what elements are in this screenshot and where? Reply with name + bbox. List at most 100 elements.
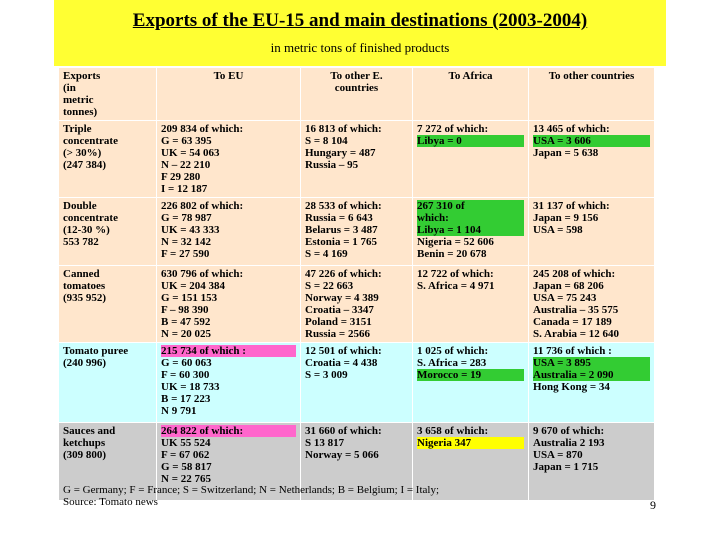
cell-to-africa: 1 025 of which: S. Africa = 283 Morocco = …	[412, 342, 529, 423]
cell-line: Sauces and	[63, 425, 116, 437]
cell-line: (309 800)	[63, 449, 107, 461]
source-note: Source: Tomato news	[63, 496, 158, 508]
table-row: Double concentrate (12-30 %) 553 782 226 802…	[58, 197, 655, 266]
cell-line: tomatoes	[63, 280, 106, 292]
cell-line: Double	[63, 200, 97, 212]
cell-line: 553 782	[63, 236, 99, 248]
cell-line: S = 4 169	[305, 248, 348, 260]
cell-to-other-europe: 31 660 of which: S 13 817 Norway = 5 066	[300, 422, 413, 501]
cell-line: 16 813 of which:	[305, 123, 382, 135]
page-title: Exports of the EU-15 and main destinatio…	[132, 10, 588, 31]
cell-line: 31 660 of which:	[305, 425, 382, 437]
cell-line: Japan = 68 206	[533, 280, 604, 292]
cell-to-africa: 267 310 of which: Libya = 1 104 Nigeria = 5…	[412, 197, 529, 266]
cell-line: N – 22 210	[161, 159, 211, 171]
cell-line: F 29 280	[161, 171, 201, 183]
highlighted-value: USA = 3 895	[533, 357, 650, 369]
cell-line: G = 78 987	[161, 212, 212, 224]
cell-line: 12 722 of which:	[417, 268, 494, 280]
highlighted-value: 215 734 of which :	[161, 345, 296, 357]
cell-line: Russia = 2566	[305, 328, 370, 340]
header-line: Exports	[63, 70, 101, 82]
cell-line: Nigeria = 52 606	[417, 236, 494, 248]
cell-line: 11 736 of which :	[533, 345, 612, 357]
cell-line: G = 63 395	[161, 135, 212, 147]
cell-to-africa: 12 722 of which: S. Africa = 4 971	[412, 265, 529, 343]
cell-line: USA = 598	[533, 224, 583, 236]
cell-to-eu: 209 834 of which: G = 63 395 UK = 54 063 N …	[156, 120, 301, 198]
cell-line: Croatia = 4 438	[305, 357, 378, 369]
cell-line: Hong Kong = 34	[533, 381, 610, 393]
table-row: Tomato puree (240 996) 215 734 of which :G…	[58, 342, 655, 423]
cell-line: Australia 2 193	[533, 437, 605, 449]
highlighted-value: USA = 3 606	[533, 135, 650, 147]
header-product: Exports (in metric tonnes)	[58, 67, 157, 121]
cell-line: UK = 43 333	[161, 224, 220, 236]
cell-line: Canned	[63, 268, 100, 280]
cell-line: 226 802 of which:	[161, 200, 244, 212]
cell-line: 9 670 of which:	[533, 425, 605, 437]
header-line: (in	[63, 82, 76, 94]
cell-line: Norway = 4 389	[305, 292, 379, 304]
cell-product: Triple concentrate (> 30%) (247 384)	[58, 120, 157, 198]
cell-line: Canada = 17 189	[533, 316, 612, 328]
cell-line: Japan = 1 715	[533, 461, 599, 473]
cell-line: S. Africa = 4 971	[417, 280, 495, 292]
cell-line: UK = 54 063	[161, 147, 220, 159]
cell-line: (> 30%)	[63, 147, 102, 159]
header-to-other-countries: To other countries	[528, 67, 655, 121]
cell-line: B = 47 592	[161, 316, 211, 328]
highlighted-value: 267 310 of	[417, 200, 524, 212]
table-header-row: Exports (in metric tonnes) To EU To other E. c…	[58, 67, 655, 121]
page-subtitle: in metric tons of finished products	[270, 40, 450, 55]
cell-line: 47 226 of which:	[305, 268, 382, 280]
cell-line: 3 658 of which:	[417, 425, 489, 437]
cell-to-africa: 7 272 of which: Libya = 0	[412, 120, 529, 198]
cell-line: Australia – 35 575	[533, 304, 619, 316]
cell-line: (935 952)	[63, 292, 107, 304]
header-to-other-europe: To other E. countries	[300, 67, 413, 121]
header-line: countries	[334, 82, 379, 94]
cell-line: concentrate	[63, 212, 118, 224]
cell-line: 13 465 of which:	[533, 123, 610, 135]
cell-line: USA = 870	[533, 449, 583, 461]
cell-line: 31 137 of which:	[533, 200, 610, 212]
cell-to-eu: 264 822 of which: UK 55 524 F = 67 062 G = …	[156, 422, 301, 501]
header-line: tonnes)	[63, 106, 98, 118]
table-row: Canned tomatoes (935 952) 630 796 of which:…	[58, 265, 655, 343]
cell-line: Japan = 9 156	[533, 212, 599, 224]
highlighted-value: Libya = 1 104	[417, 224, 524, 236]
highlighted-value: Morocco = 19	[417, 369, 524, 381]
cell-line: UK = 204 384	[161, 280, 226, 292]
cell-line: S = 3 009	[305, 369, 348, 381]
cell-line: Estonia = 1 765	[305, 236, 377, 248]
cell-line: Russia – 95	[305, 159, 359, 171]
highlighted-value: Libya = 0	[417, 135, 524, 147]
highlighted-value: 264 822 of which:	[161, 425, 296, 437]
cell-line: ketchups	[63, 437, 106, 449]
cell-line: (247 384)	[63, 159, 107, 171]
cell-line: 28 533 of which:	[305, 200, 382, 212]
cell-line: Tomato puree	[63, 345, 129, 357]
cell-to-eu: 226 802 of which: G = 78 987 UK = 43 333 N …	[156, 197, 301, 266]
cell-line: Hungary = 487	[305, 147, 376, 159]
cell-line: F = 60 300	[161, 369, 210, 381]
cell-line: 7 272 of which:	[417, 123, 489, 135]
cell-to-other-countries: 31 137 of which: Japan = 9 156 USA = 598	[528, 197, 655, 266]
cell-line: UK 55 524	[161, 437, 211, 449]
cell-line: S. Africa = 283	[417, 357, 487, 369]
table-row: Triple concentrate (> 30%) (247 384) 209 834…	[58, 120, 655, 198]
header-to-eu: To EU	[156, 67, 301, 121]
cell-line: G = 58 817	[161, 461, 212, 473]
header-line: To Africa	[448, 70, 493, 82]
exports-table: Exports (in metric tonnes) To EU To other E. c…	[58, 67, 655, 501]
cell-to-other-countries: 9 670 of which: Australia 2 193 USA = 870 J…	[528, 422, 655, 501]
page-number: 9	[650, 498, 656, 512]
header-line: To other countries	[548, 70, 635, 82]
cell-line: UK = 18 733	[161, 381, 220, 393]
header-to-africa: To Africa	[412, 67, 529, 121]
cell-line: Poland = 3151	[305, 316, 372, 328]
highlighted-value: Nigeria 347	[417, 437, 524, 449]
cell-line: Russia = 6 643	[305, 212, 373, 224]
cell-line: S 13 817	[305, 437, 345, 449]
